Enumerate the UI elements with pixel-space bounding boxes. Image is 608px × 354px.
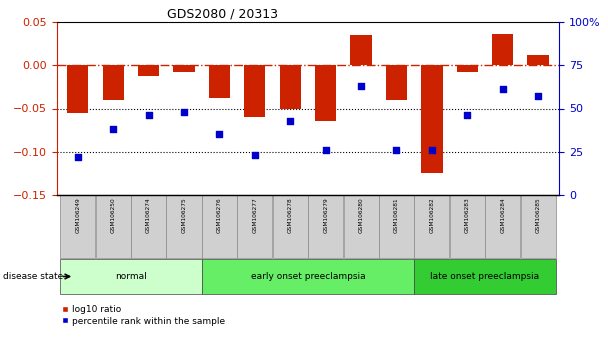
Text: GSM106281: GSM106281 <box>394 198 399 233</box>
Point <box>498 87 508 92</box>
FancyBboxPatch shape <box>202 259 414 294</box>
Bar <box>280 65 301 108</box>
Text: GSM106278: GSM106278 <box>288 198 292 233</box>
Bar <box>350 35 371 65</box>
Text: GSM106249: GSM106249 <box>75 198 80 233</box>
Text: GSM106284: GSM106284 <box>500 198 505 233</box>
FancyBboxPatch shape <box>415 195 449 258</box>
Bar <box>244 65 266 117</box>
Bar <box>421 65 443 173</box>
Text: late onset preeclampsia: late onset preeclampsia <box>430 272 539 281</box>
Text: GSM106279: GSM106279 <box>323 198 328 233</box>
Point <box>250 152 260 158</box>
Point <box>285 118 295 124</box>
Text: GSM106280: GSM106280 <box>359 198 364 233</box>
Legend: log10 ratio, percentile rank within the sample: log10 ratio, percentile rank within the … <box>61 306 225 326</box>
Point <box>108 126 118 132</box>
Text: GSM106285: GSM106285 <box>536 198 541 233</box>
Text: GSM106282: GSM106282 <box>429 198 434 233</box>
FancyBboxPatch shape <box>237 195 272 258</box>
Bar <box>103 65 124 100</box>
Point <box>215 132 224 137</box>
Bar <box>138 65 159 76</box>
FancyBboxPatch shape <box>131 195 166 258</box>
Bar <box>315 65 336 121</box>
FancyBboxPatch shape <box>379 195 414 258</box>
Point <box>73 154 83 160</box>
Text: GSM106274: GSM106274 <box>146 198 151 233</box>
Text: GSM106275: GSM106275 <box>182 198 187 233</box>
Point <box>143 113 153 118</box>
Point <box>179 109 189 115</box>
FancyBboxPatch shape <box>415 259 556 294</box>
Point <box>463 113 472 118</box>
FancyBboxPatch shape <box>273 195 308 258</box>
Bar <box>528 55 549 65</box>
FancyBboxPatch shape <box>202 195 237 258</box>
Bar <box>209 65 230 98</box>
Point <box>427 147 437 153</box>
FancyBboxPatch shape <box>60 259 201 294</box>
FancyBboxPatch shape <box>485 195 520 258</box>
Bar <box>386 65 407 100</box>
Text: GSM106283: GSM106283 <box>465 198 470 233</box>
FancyBboxPatch shape <box>450 195 485 258</box>
Text: GSM106277: GSM106277 <box>252 198 257 233</box>
Bar <box>173 65 195 72</box>
Text: disease state: disease state <box>3 272 63 281</box>
Text: GSM106276: GSM106276 <box>217 198 222 233</box>
FancyBboxPatch shape <box>60 195 95 258</box>
Point <box>533 93 543 99</box>
Bar <box>492 34 513 65</box>
Text: early onset preeclampsia: early onset preeclampsia <box>250 272 365 281</box>
FancyBboxPatch shape <box>344 195 379 258</box>
Text: GSM106250: GSM106250 <box>111 198 116 233</box>
Bar <box>457 65 478 72</box>
FancyBboxPatch shape <box>167 195 201 258</box>
Point <box>356 83 366 89</box>
FancyBboxPatch shape <box>520 195 556 258</box>
Text: normal: normal <box>115 272 147 281</box>
FancyBboxPatch shape <box>95 195 131 258</box>
Bar <box>67 65 88 113</box>
Text: GDS2080 / 20313: GDS2080 / 20313 <box>167 8 278 21</box>
Point <box>321 147 331 153</box>
FancyBboxPatch shape <box>308 195 343 258</box>
Point <box>392 147 401 153</box>
